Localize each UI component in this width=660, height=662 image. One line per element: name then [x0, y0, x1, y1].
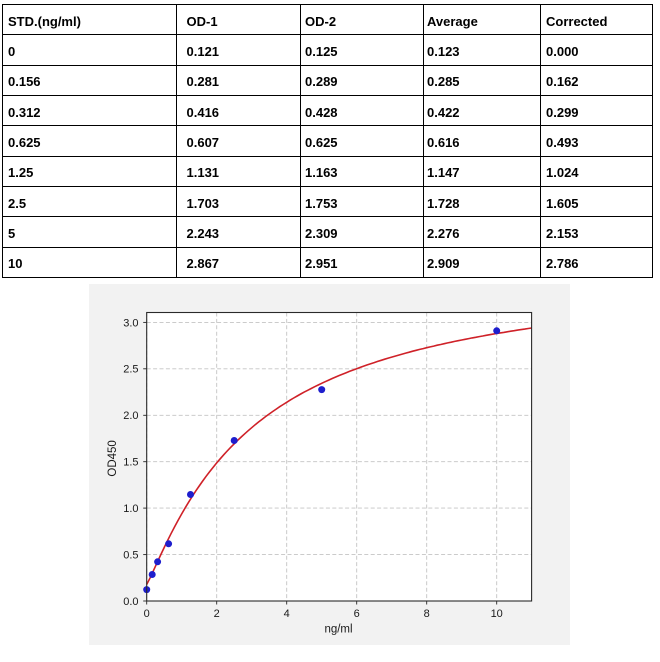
svg-text:4: 4: [284, 608, 290, 620]
svg-text:0.5: 0.5: [123, 550, 138, 562]
svg-text:3.0: 3.0: [123, 317, 138, 329]
svg-text:2.0: 2.0: [123, 410, 138, 422]
svg-text:0: 0: [144, 608, 150, 620]
svg-text:2: 2: [214, 608, 220, 620]
svg-text:0.0: 0.0: [123, 596, 138, 608]
svg-text:1.0: 1.0: [123, 503, 138, 515]
svg-text:2.5: 2.5: [123, 364, 138, 376]
svg-text:ng/ml: ng/ml: [324, 624, 352, 636]
svg-text:8: 8: [424, 608, 430, 620]
svg-text:10: 10: [491, 608, 503, 620]
svg-text:6: 6: [354, 608, 360, 620]
svg-text:OD450: OD450: [107, 440, 119, 476]
svg-text:1.5: 1.5: [123, 457, 138, 469]
